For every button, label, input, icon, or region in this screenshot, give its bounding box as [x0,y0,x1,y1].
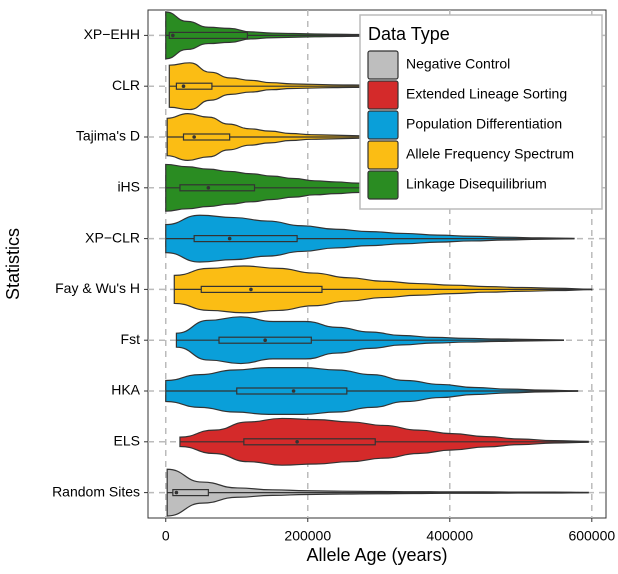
median [263,338,267,343]
box [193,235,298,243]
y-tick-label: iHS [117,179,140,195]
box [172,489,209,497]
box [179,184,256,192]
legend-label: Population Differentiation [406,116,562,132]
y-tick-label: ELS [114,433,140,449]
legend-label: Extended Lineage Sorting [406,86,567,102]
y-tick-label: HKA [111,382,140,398]
legend-swatch [367,140,399,170]
x-tick-label: 0 [162,528,170,544]
legend-box [359,14,603,210]
x-tick-label: 600000 [568,528,615,544]
legend-title: Data Type [368,24,450,44]
y-tick-label: Fst [121,331,141,347]
y-tick-label: XP−EHH [84,26,140,42]
median [192,135,196,139]
box [175,82,213,90]
legend-label: Negative Control [406,56,510,72]
legend-swatch [367,80,399,110]
median [295,440,299,444]
y-axis-title: Statistics [3,228,23,300]
median [181,84,186,88]
box [200,285,323,293]
median [249,287,253,292]
legend-label: Linkage Disequilibrium [406,176,547,192]
box [243,438,376,446]
y-tick-label: Fay & Wu's H [55,280,140,296]
median [291,389,296,393]
legend-label: Allele Frequency Spectrum [406,146,574,162]
legend-swatch [367,50,399,80]
y-tick-label: XP−CLR [85,229,140,245]
box [182,133,231,141]
median [171,33,175,38]
y-tick-label: Random Sites [52,483,140,499]
legend-swatch [367,170,399,200]
x-tick-label: 400000 [426,528,473,544]
y-tick-label: CLR [112,77,140,93]
x-tick-label: 200000 [284,528,331,544]
median [206,186,211,190]
box [168,31,249,40]
y-tick-label: Tajima's D [76,128,140,144]
legend-swatch [367,110,399,140]
median [227,236,232,241]
x-axis-title: Allele Age (years) [306,545,447,565]
median [174,490,179,495]
